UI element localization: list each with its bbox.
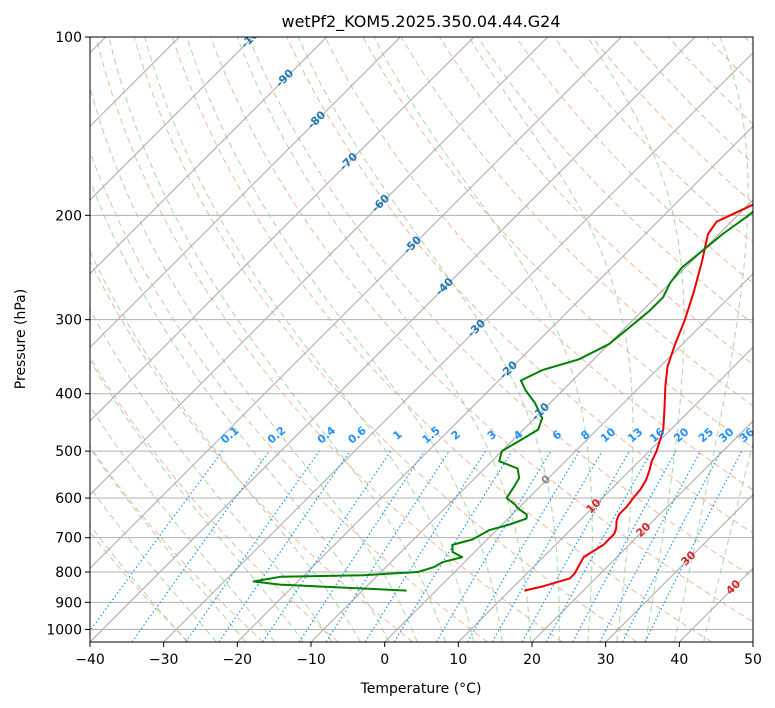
moist-adiabat-line: [90, 308, 333, 642]
x-axis-title: Temperature (°C): [360, 681, 482, 697]
moist-adiabat-line: [90, 524, 188, 642]
isotherm-line: [90, 37, 696, 642]
x-tick-label: −10: [296, 652, 326, 668]
moist-adiabat-line: [90, 405, 276, 642]
moist-adiabat-line: [108, 37, 447, 642]
y-tick-label: 1000: [46, 622, 82, 638]
x-axis: −40 −30 −20 −10 0 10 20 30 40 50: [75, 642, 762, 668]
dry-adiabat-line: [210, 37, 753, 623]
moist-adiabat-line: [703, 441, 753, 642]
dry-adiabat-line: [324, 37, 753, 491]
moist-adiabat-line: [373, 37, 593, 642]
dewpoint-profile-line: [252, 210, 753, 592]
dry-adiabat-line: [95, 37, 563, 642]
dry-adiabat-line: [90, 259, 414, 642]
y-tick-label: 800: [55, 565, 82, 581]
y-tick-label: 400: [55, 387, 82, 403]
x-tick-label: −30: [149, 652, 179, 668]
y-tick-label: 100: [55, 30, 82, 46]
mixing-ratio-line: [572, 450, 677, 642]
moist-adiabat-line: [186, 37, 503, 642]
mixing-ratio-line: [521, 450, 631, 642]
x-tick-label: 0: [380, 652, 389, 668]
y-tick-label: 500: [55, 444, 82, 460]
dry-adiabats: [90, 37, 753, 642]
moist-adiabat-line: [90, 447, 247, 642]
isotherm-line: [90, 37, 622, 570]
isotherm-line: [90, 37, 475, 422]
y-tick-label: 600: [55, 491, 82, 507]
dry-adiabat-line: [515, 37, 753, 284]
x-tick-label: −40: [75, 652, 105, 668]
dry-adiabat-line: [171, 37, 712, 642]
mixing-ratio-line: [298, 450, 425, 642]
isotherm-line: [531, 420, 753, 642]
mixing-ratio-line: [218, 450, 351, 642]
moist-adiabat-line: [90, 86, 418, 642]
moist-adiabat-line: [90, 486, 217, 642]
isobars: [90, 37, 753, 630]
isotherm-line: [163, 51, 753, 642]
dry-adiabat-line: [248, 37, 753, 578]
moist-adiabat-line: [587, 37, 685, 642]
isotherm-line: [236, 125, 753, 642]
isotherm-line: [605, 493, 753, 642]
x-tick-label: 20: [523, 652, 541, 668]
isotherm-line: [90, 37, 254, 201]
isotherm-line: [90, 37, 549, 496]
mixing-ratio-line: [393, 450, 513, 642]
isotherm-line: [90, 37, 401, 349]
isotherm-line: [384, 272, 753, 642]
dry-adiabat-line: [90, 445, 264, 642]
moist-adiabat-line: [90, 179, 390, 642]
dry-adiabat-line: [133, 37, 638, 642]
isotherm-line: [457, 346, 753, 642]
y-tick-label: 200: [55, 208, 82, 224]
mixing-ratio-lines: [90, 450, 743, 642]
x-tick-label: 30: [597, 652, 615, 668]
y-tick-label: 900: [55, 595, 82, 611]
plot-frame: [89, 36, 754, 643]
temperature-profile-line: [524, 203, 753, 592]
mixing-ratio-line: [325, 450, 450, 642]
chart-title: wetPf2_KOM5.2025.350.04.44.G24: [281, 12, 560, 32]
mixing-ratio-line: [644, 450, 743, 642]
moist-adiabat-line: [674, 37, 749, 642]
y-tick-label: 300: [55, 313, 82, 329]
x-tick-label: −20: [223, 652, 253, 668]
x-tick-label: 40: [670, 652, 688, 668]
isotherm-line: [90, 37, 328, 275]
y-tick-label: 700: [55, 531, 82, 547]
mixing-ratio-line: [185, 450, 320, 642]
moist-adiabat-line: [90, 359, 304, 642]
y-axis: 1000 900 800 700 600 500 400 300 200 100: [46, 30, 90, 638]
y-axis-title: Pressure (hPa): [13, 289, 29, 389]
mixing-ratio-line: [262, 450, 392, 642]
profile-series: [252, 203, 753, 592]
dry-adiabat-line: [90, 356, 339, 642]
x-tick-label: 50: [744, 652, 762, 668]
mixing-ratio-line: [545, 450, 653, 642]
mixing-ratio-line: [90, 450, 223, 632]
moist-adiabat-line: [144, 37, 475, 642]
dry-adiabat-line: [286, 37, 753, 534]
x-tick-label: 10: [449, 652, 467, 668]
mixing-ratio-line: [131, 450, 270, 642]
